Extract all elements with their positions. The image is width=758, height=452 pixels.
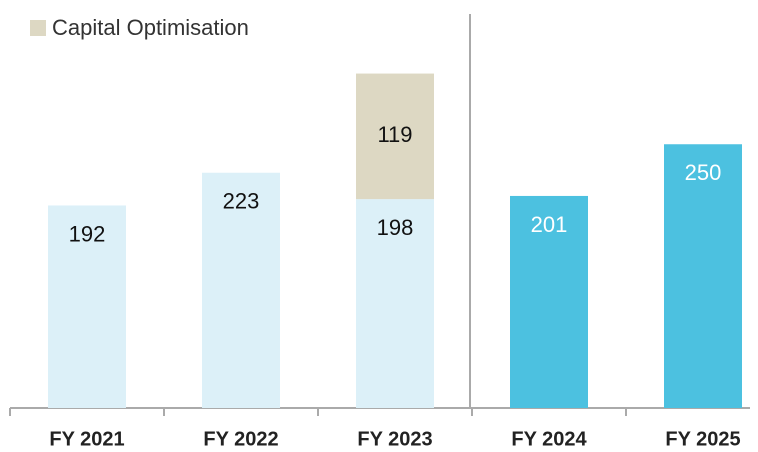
x-tick-label: FY 2024 xyxy=(511,428,587,450)
x-tick-label: FY 2025 xyxy=(665,428,740,450)
x-tick-label: FY 2022 xyxy=(203,428,278,450)
x-tick-label: FY 2021 xyxy=(49,428,124,450)
bar-segment xyxy=(356,73,434,200)
value-label: 201 xyxy=(531,212,568,237)
legend-label: Capital Optimisation xyxy=(52,15,249,40)
value-label: 250 xyxy=(685,160,722,185)
legend-swatch xyxy=(30,20,46,36)
bar-segment xyxy=(664,144,742,408)
value-label: 223 xyxy=(223,189,260,214)
value-label: 198 xyxy=(377,215,414,240)
bar-segment xyxy=(510,195,588,408)
value-label: 192 xyxy=(69,221,106,246)
x-tick-label: FY 2023 xyxy=(357,428,432,450)
bar-segment xyxy=(48,205,126,408)
value-label: 119 xyxy=(377,122,412,147)
bar-segment xyxy=(356,199,434,408)
bar-segment xyxy=(202,172,280,408)
